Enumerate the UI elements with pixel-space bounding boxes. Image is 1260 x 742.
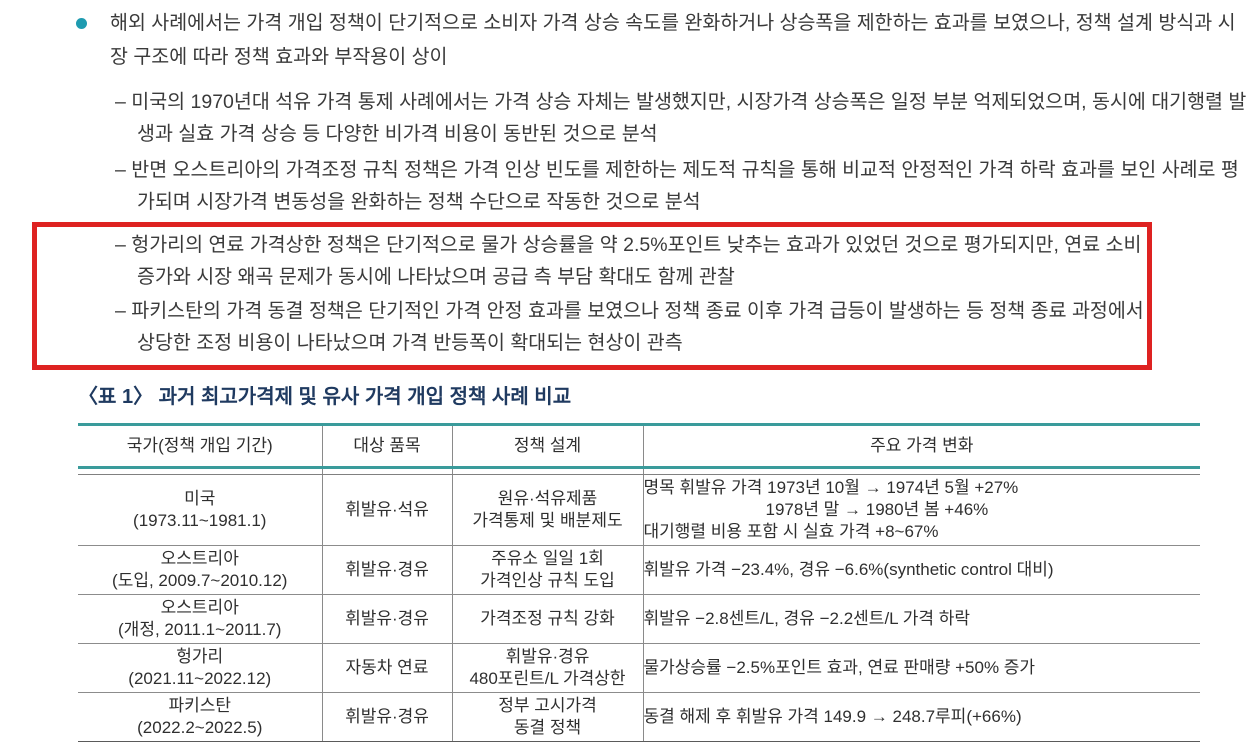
cell-line: 휘발유 가격 −23.4%, 경유 −6.6%(synthetic contro… <box>643 560 1054 579</box>
cell-line: (도입, 2009.7~2010.12) <box>112 571 288 590</box>
cell-line: 휘발유·경유 <box>345 560 429 579</box>
cell-line: 주유소 일일 1회 <box>491 549 604 568</box>
main-bullet-text: 해외 사례에서는 가격 개입 정책이 단기적으로 소비자 가격 상승 속도를 완… <box>110 12 1236 68</box>
cell-line: 파키스탄 <box>168 696 232 715</box>
cell-country: 파키스탄 (2022.2~2022.5) <box>78 692 322 742</box>
cell-line: 자동차 연료 <box>345 658 429 677</box>
main-bullet: 해외 사례에서는 가격 개입 정책이 단기적으로 소비자 가격 상승 속도를 완… <box>76 6 1245 74</box>
header-change: 주요 가격 변화 <box>642 424 1200 469</box>
cell-line: (1973.11~1981.1) <box>133 511 267 530</box>
header-item: 대상 품목 <box>321 424 452 469</box>
cell-item: 휘발유·경유 <box>321 692 452 742</box>
cell-line: 오스트리아 <box>160 549 239 568</box>
cell-country: 오스트리아 (개정, 2011.1~2011.7) <box>78 594 322 644</box>
table-row: 파키스탄 (2022.2~2022.5) 휘발유·경유 정부 고시가격 동결 정책 동결 … <box>78 692 1200 742</box>
cell-line: 미국 <box>184 489 216 508</box>
cell-item: 자동차 연료 <box>321 643 452 693</box>
cell-line: (2021.11~2022.12) <box>128 669 272 688</box>
cell-line: 가격통제 및 배분제도 <box>472 511 623 530</box>
cell-item: 휘발유·석유 <box>321 474 452 546</box>
gap-cell <box>642 467 1200 475</box>
cell-line: 명목 휘발유 가격 1973년 10월 → 1974년 5월 +27% <box>643 478 1019 497</box>
bullet-dot-icon <box>76 18 87 29</box>
report-page: 해외 사례에서는 가격 개입 정책이 단기적으로 소비자 가격 상승 속도를 완… <box>0 6 1260 742</box>
sub-bullet-pakistan: – 파키스탄의 가격 동결 정책은 단기적인 가격 안정 효과를 보였으나 정책… <box>115 300 1144 354</box>
cell-line: 가격인상 규칙 도입 <box>480 571 615 590</box>
cell-line: 가격조정 규칙 강화 <box>480 609 615 628</box>
cell-change: 물가상승률 −2.5%포인트 효과, 연료 판매량 +50% 증가 <box>642 643 1200 693</box>
cell-item: 휘발유·경유 <box>321 594 452 644</box>
cell-line: 대기행렬 비용 포함 시 실효 가격 +8~67% <box>643 522 939 541</box>
highlight-box: – 헝가리의 연료 가격상한 정책은 단기적으로 물가 상승률을 약 2.5%포… <box>32 222 1152 370</box>
cell-line: 휘발유·경유 <box>345 609 429 628</box>
table-row: 오스트리아 (도입, 2009.7~2010.12) 휘발유·경유 주유소 일일 1회… <box>78 545 1200 595</box>
cell-change: 명목 휘발유 가격 1973년 10월 → 1974년 5월 +27% 1978년… <box>642 474 1200 546</box>
cell-line: 물가상승률 −2.5%포인트 효과, 연료 판매량 +50% 증가 <box>643 658 1036 677</box>
cell-design: 휘발유·경유 480포린트/L 가격상한 <box>451 643 643 693</box>
cell-country: 미국 (1973.11~1981.1) <box>78 474 322 546</box>
cell-line: 480포린트/L 가격상한 <box>469 669 626 688</box>
gap-cell <box>321 467 452 475</box>
table-header-row: 국가(정책 개입 기간) 대상 품목 정책 설계 주요 가격 변화 <box>78 424 1200 469</box>
table-title: 〈표 1〉 과거 최고가격제 및 유사 가격 개입 정책 사례 비교 <box>78 386 572 408</box>
cell-line: 휘발유·경유 <box>345 707 429 726</box>
gap-cell <box>78 467 322 475</box>
cell-design: 가격조정 규칙 강화 <box>451 594 643 644</box>
sub-bullet-austria: – 반면 오스트리아의 가격조정 규칙 정책은 가격 인상 빈도를 제한하는 제… <box>115 159 1239 213</box>
cell-line: 휘발유·경유 <box>505 647 590 666</box>
cell-line: (2022.2~2022.5) <box>137 718 263 737</box>
cell-country: 오스트리아 (도입, 2009.7~2010.12) <box>78 545 322 595</box>
table-row: 오스트리아 (개정, 2011.1~2011.7) 휘발유·경유 가격조정 규칙 강화… <box>78 594 1200 644</box>
table-head: 국가(정책 개입 기간) 대상 품목 정책 설계 주요 가격 변화 <box>78 424 1200 475</box>
cell-item: 휘발유·경유 <box>321 545 452 595</box>
cell-line: 동결 해제 후 휘발유 가격 149.9 → 248.7루피(+66%) <box>643 707 1022 726</box>
table-row: 헝가리 (2021.11~2022.12) 자동차 연료 휘발유·경유 480포린트/L… <box>78 643 1200 693</box>
cell-change: 휘발유 −2.8센트/L, 경유 −2.2센트/L 가격 하락 <box>642 594 1200 644</box>
cell-line: 원유·석유제품 <box>497 489 598 508</box>
header-country: 국가(정책 개입 기간) <box>78 424 322 469</box>
cell-line: 동결 정책 <box>513 718 582 737</box>
cell-line: 1978년 말 → 1980년 봄 +46% <box>765 500 989 519</box>
sub-bullet-list: – 미국의 1970년대 석유 가격 통제 사례에서는 가격 상승 자체는 발생… <box>0 86 1260 370</box>
cell-country: 헝가리 (2021.11~2022.12) <box>78 643 322 693</box>
cell-change: 휘발유 가격 −23.4%, 경유 −6.6%(synthetic contro… <box>642 545 1200 595</box>
cell-change: 동결 해제 후 휘발유 가격 149.9 → 248.7루피(+66%) <box>642 692 1200 742</box>
cell-line: 정부 고시가격 <box>498 696 597 715</box>
policy-comparison-table: 국가(정책 개입 기간) 대상 품목 정책 설계 주요 가격 변화 미국 (197… <box>78 423 1200 742</box>
sub-bullet-hungary: – 헝가리의 연료 가격상한 정책은 단기적으로 물가 상승률을 약 2.5%포… <box>115 234 1142 288</box>
sub-bullet-us: – 미국의 1970년대 석유 가격 통제 사례에서는 가격 상승 자체는 발생… <box>115 91 1247 145</box>
cell-line: 헝가리 <box>176 647 224 666</box>
cell-line: (개정, 2011.1~2011.7) <box>118 620 282 639</box>
header-double-rule-gap <box>78 467 1200 475</box>
cell-line: 오스트리아 <box>160 598 239 617</box>
header-design: 정책 설계 <box>451 424 643 469</box>
gap-cell <box>451 467 643 475</box>
cell-line: 휘발유 −2.8센트/L, 경유 −2.2센트/L 가격 하락 <box>643 609 971 628</box>
cell-line: 휘발유·석유 <box>345 500 429 519</box>
